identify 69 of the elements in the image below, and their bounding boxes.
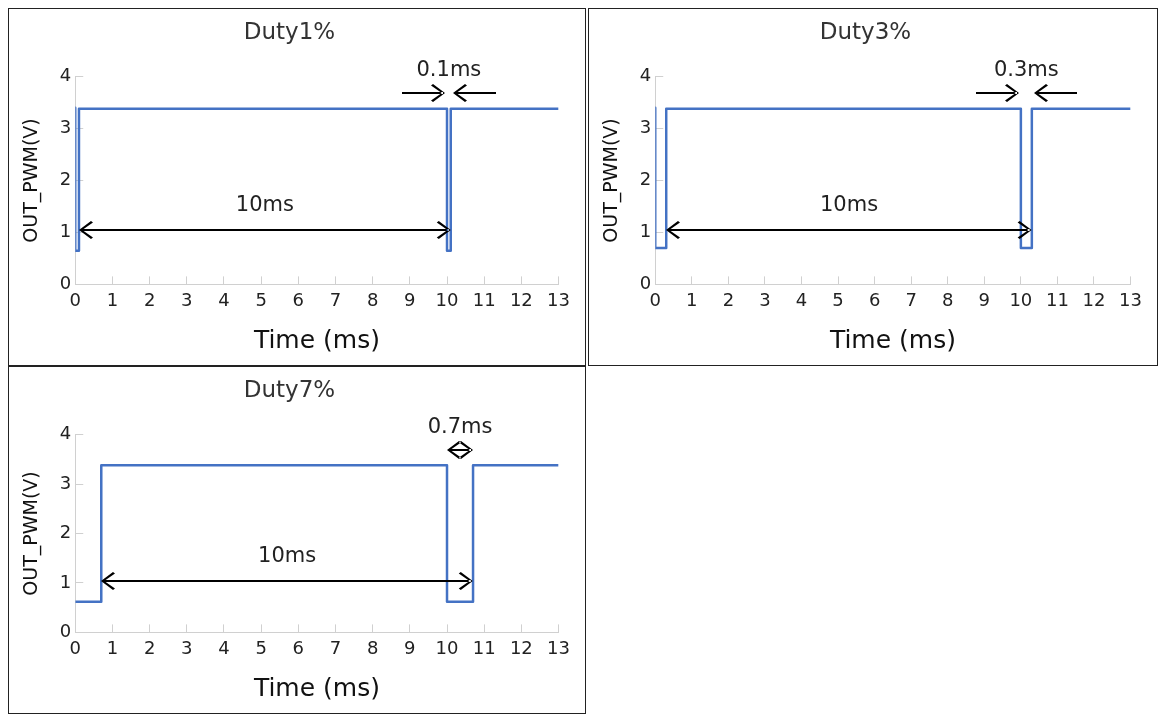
chart-title: Duty1%	[243, 17, 336, 44]
x-tick-label: 9	[404, 288, 416, 310]
x-tick-label: 8	[942, 288, 954, 310]
x-tick-label: 2	[722, 288, 735, 310]
y-axis-title: OUT_PWM(V)	[599, 118, 623, 243]
y-tick-label: 4	[59, 422, 72, 444]
y-tick-label: 0	[59, 272, 72, 294]
x-tick-label: 13	[1119, 288, 1142, 310]
x-axis-title: Time (ms)	[828, 324, 956, 354]
x-tick-label: 4	[218, 636, 230, 658]
x-tick-label: 3	[181, 636, 193, 658]
chart-title: Duty3%	[819, 17, 912, 44]
y-tick-label: 1	[59, 220, 72, 242]
x-tick-label: 1	[106, 636, 119, 658]
x-tick-label: 11	[472, 288, 496, 310]
x-tick-label: 11	[472, 636, 496, 658]
y-tick-label: 3	[639, 116, 652, 138]
x-tick-label: 3	[759, 288, 771, 310]
x-tick-label: 1	[106, 288, 119, 310]
x-tick-label: 9	[404, 636, 416, 658]
x-tick-label: 3	[181, 288, 193, 310]
x-axis-title: Time (ms)	[252, 672, 380, 702]
y-tick-label: 2	[59, 521, 72, 543]
annotation: 0.7ms	[427, 414, 493, 439]
y-tick-label: 4	[59, 64, 72, 86]
y-tick-label: 0	[639, 272, 652, 294]
x-tick-label: 8	[366, 288, 379, 310]
x-tick-label: 13	[547, 288, 570, 310]
y-tick-label: 3	[59, 116, 72, 138]
x-tick-label: 12	[1082, 288, 1106, 310]
x-tick-label: 6	[868, 288, 881, 310]
y-tick-label: 1	[59, 570, 72, 592]
x-tick-label: 7	[329, 288, 342, 310]
x-tick-label: 2	[143, 636, 156, 658]
x-tick-label: 6	[292, 636, 305, 658]
x-tick-label: 5	[255, 636, 267, 658]
annotation: 0.3ms	[993, 57, 1059, 82]
x-axis-title: Time (ms)	[252, 324, 380, 354]
x-tick-label: 12	[509, 288, 533, 310]
x-tick-label: 5	[832, 288, 844, 310]
x-tick-label: 5	[255, 288, 267, 310]
y-tick-label: 4	[639, 64, 652, 86]
x-tick-label: 12	[509, 636, 533, 658]
y-tick-label: 2	[59, 168, 72, 190]
annotation: 10ms	[819, 192, 879, 217]
y-axis-title: OUT_PWM(V)	[19, 471, 43, 596]
x-tick-label: 10	[435, 288, 459, 310]
x-tick-label: 9	[978, 288, 991, 310]
x-tick-label: 13	[547, 636, 570, 658]
chart-title: Duty7%	[243, 375, 336, 402]
x-tick-label: 10	[1009, 288, 1033, 310]
x-tick-label: 7	[905, 288, 917, 310]
annotation: 10ms	[235, 192, 294, 217]
x-tick-label: 1	[686, 288, 698, 310]
annotation: 10ms	[258, 542, 317, 567]
x-tick-label: 4	[218, 288, 230, 310]
x-tick-label: 6	[292, 288, 305, 310]
y-tick-label: 2	[639, 168, 652, 190]
x-tick-label: 11	[1045, 288, 1069, 310]
y-axis-title: OUT_PWM(V)	[19, 118, 43, 243]
y-tick-label: 1	[639, 220, 652, 242]
x-tick-label: 7	[329, 636, 342, 658]
x-tick-label: 10	[435, 636, 459, 658]
y-tick-label: 0	[59, 620, 72, 642]
x-tick-label: 2	[143, 288, 156, 310]
annotation: 0.1ms	[416, 57, 482, 82]
x-tick-label: 4	[795, 288, 808, 310]
y-tick-label: 3	[59, 471, 72, 493]
x-tick-label: 8	[366, 636, 379, 658]
